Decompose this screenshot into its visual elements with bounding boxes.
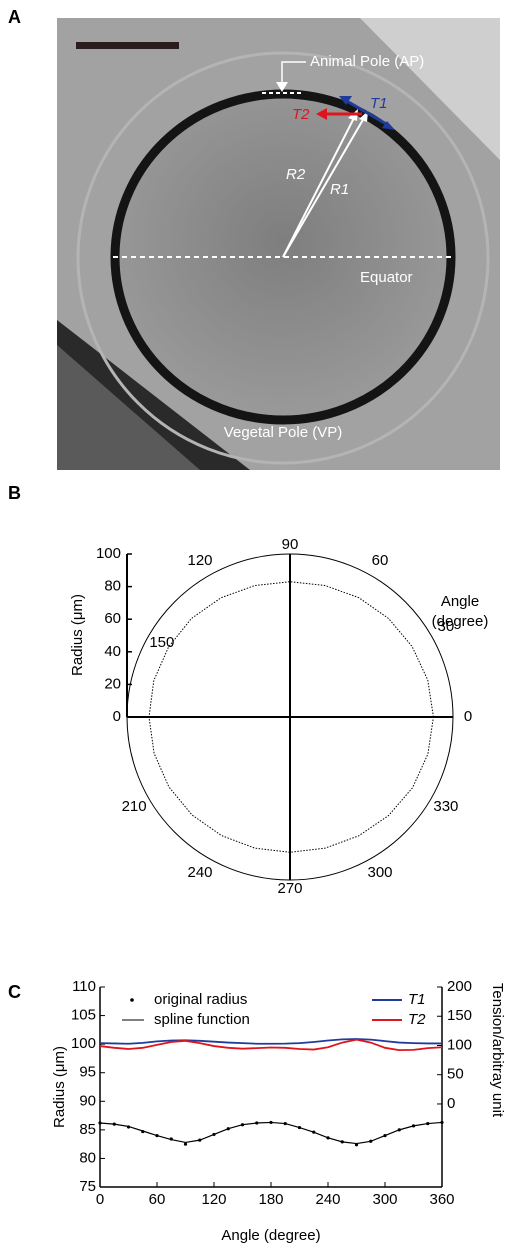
y2-tick-label: 100 [447,1036,472,1053]
y-tick-label: 110 [72,978,96,995]
y-tick-label: 80 [79,1149,96,1166]
angle-tick-label: 150 [149,634,174,651]
axis-title: Radius (μm) [69,594,86,676]
annotation: Equator [360,269,413,286]
annotation: T1 [370,95,388,112]
x-tick-label: 0 [96,1191,104,1208]
legend-label: spline function [154,1011,250,1028]
y-tick-label: 90 [79,1092,96,1109]
y-tick-label: 85 [79,1121,96,1138]
x-axis-title: Angle (degree) [221,1227,320,1244]
angle-tick-label: 90 [282,536,299,553]
annotation: Vegetal Pole (VP) [224,424,342,441]
y2-tick-label: 50 [447,1066,464,1083]
y2-tick-label: 0 [447,1095,455,1112]
y-tick-label: 100 [71,1035,96,1052]
x-tick-label: 360 [429,1191,454,1208]
angle-tick-label: 30 [438,618,455,635]
panel-label: C [8,982,21,1002]
panel-label: A [8,7,21,27]
annotation: R2 [286,166,306,183]
y2-tick-label: 150 [447,1007,472,1024]
r-tick-label: 20 [104,675,121,692]
x-tick-label: 120 [201,1191,226,1208]
y2-axis-title: Tension/arbitray unit [489,983,506,1118]
x-tick-label: 300 [372,1191,397,1208]
annotation: Animal Pole (AP) [310,53,424,70]
panel-label: B [8,483,21,503]
angle-tick-label: 270 [277,880,302,897]
legend-label: T1 [408,991,426,1008]
y-tick-label: 105 [71,1007,96,1024]
r-tick-label: 60 [104,610,121,627]
annotation: R1 [330,181,349,198]
annotation: T2 [292,106,310,123]
angle-tick-label: 210 [122,798,147,815]
axis-title: Angle [441,593,479,610]
series-line [100,1039,442,1044]
r-tick-label: 0 [113,708,121,725]
r-tick-label: 80 [104,578,121,595]
y2-tick-label: 200 [447,978,472,995]
angle-tick-label: 240 [187,864,212,881]
x-tick-label: 240 [315,1191,340,1208]
y-axis-title: Radius (μm) [51,1046,68,1128]
y-tick-label: 75 [79,1178,96,1195]
scale-bar [76,42,179,49]
angle-tick-label: 330 [433,798,458,815]
angle-tick-label: 120 [187,552,212,569]
figure: A Animal Pole (AP) T2 T1 R2 R1 Equator V… [0,0,507,1248]
r-tick-label: 40 [104,643,121,660]
angle-tick-label: 300 [367,864,392,881]
x-tick-label: 180 [258,1191,283,1208]
angle-tick-label: 60 [372,552,389,569]
r-tick-label: 100 [96,545,121,562]
y-tick-label: 95 [79,1064,96,1081]
angle-tick-label: 0 [464,708,472,725]
x-tick-label: 60 [149,1191,166,1208]
panel-a: A Animal Pole (AP) T2 T1 R2 R1 Equator V… [8,7,500,470]
legend-label: T2 [408,1011,426,1028]
legend-swatch [130,998,134,1002]
series-line [100,1122,442,1143]
panel-c: C 75 80 85 90 95 100 105 110 0 50 100 150 200 0 60 120 1… [8,978,506,1244]
legend-label: original radius [154,991,247,1008]
